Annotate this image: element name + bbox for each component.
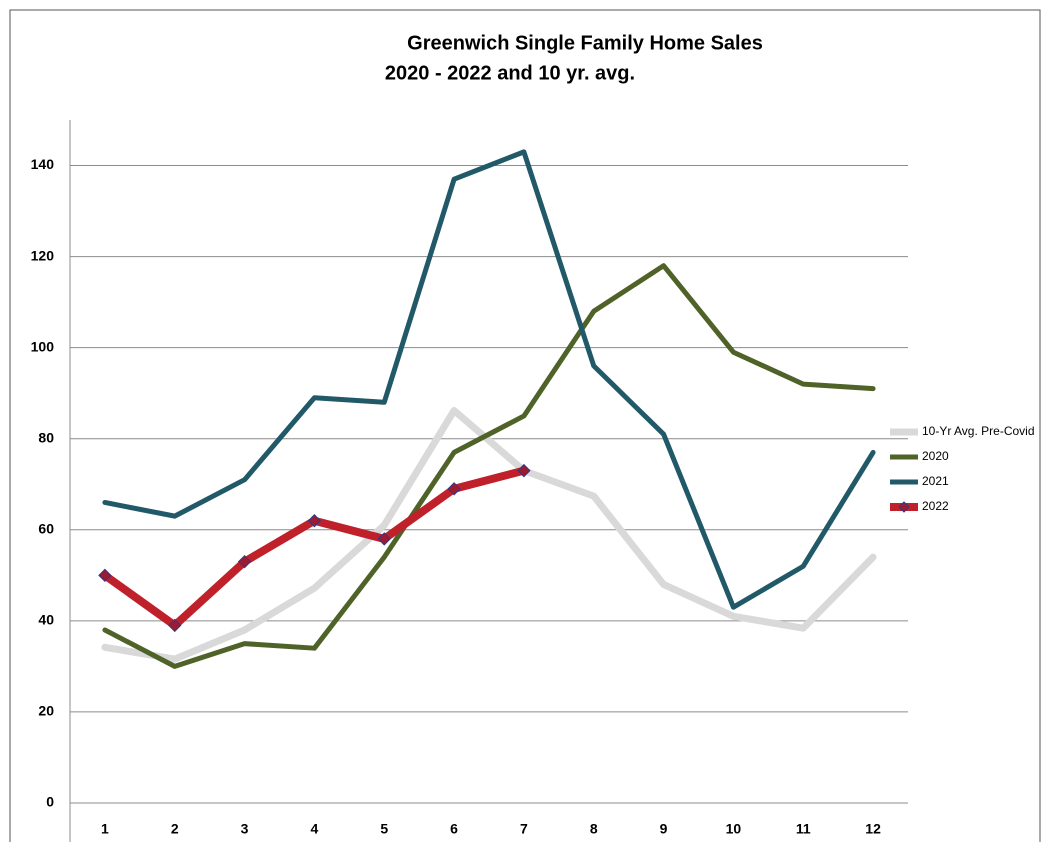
marker xyxy=(168,618,182,633)
series-line xyxy=(101,407,877,663)
y-tick-label: 40 xyxy=(38,612,54,628)
x-tick-label: 3 xyxy=(241,821,249,837)
chart-title: Greenwich Single Family Home Sales xyxy=(407,32,763,54)
x-tick-label: 10 xyxy=(726,821,742,837)
marker xyxy=(447,482,461,496)
legend-marker xyxy=(898,501,910,513)
x-tick-label: 5 xyxy=(380,821,388,837)
x-tick-label: 7 xyxy=(520,821,528,837)
x-tick-label: 2 xyxy=(171,821,179,837)
series-line xyxy=(100,466,528,630)
y-tick-label: 60 xyxy=(38,521,54,537)
marker xyxy=(98,568,112,583)
y-tick-label: 120 xyxy=(31,247,55,263)
frame xyxy=(9,9,1041,847)
y-tick-label: 80 xyxy=(38,429,54,445)
x-tick-label: 8 xyxy=(590,821,598,837)
legend-label: 2021 xyxy=(922,474,949,488)
x-tick-label: 6 xyxy=(450,821,458,837)
x-tick-label: 9 xyxy=(660,821,668,837)
x-tick-label: 12 xyxy=(865,821,881,837)
x-tick-label: 4 xyxy=(311,821,319,837)
marker xyxy=(307,513,322,528)
marker xyxy=(517,463,531,478)
legend-label: 2020 xyxy=(922,449,949,463)
y-tick-label: 0 xyxy=(46,794,54,810)
y-tick-label: 140 xyxy=(31,156,55,172)
marker xyxy=(377,532,391,546)
legend-label: 10-Yr Avg. Pre-Covid xyxy=(922,424,1035,438)
x-tick-label: 11 xyxy=(796,821,811,837)
x-tick-label: 1 xyxy=(101,821,109,837)
marker xyxy=(237,554,252,569)
y-tick-label: 20 xyxy=(38,703,54,719)
chart-subtitle: 2020 - 2022 and 10 yr. avg. xyxy=(385,62,635,84)
series-line xyxy=(102,263,876,669)
series-line xyxy=(102,149,876,610)
legend-label: 2022 xyxy=(922,499,949,513)
y-tick-label: 100 xyxy=(31,338,55,354)
